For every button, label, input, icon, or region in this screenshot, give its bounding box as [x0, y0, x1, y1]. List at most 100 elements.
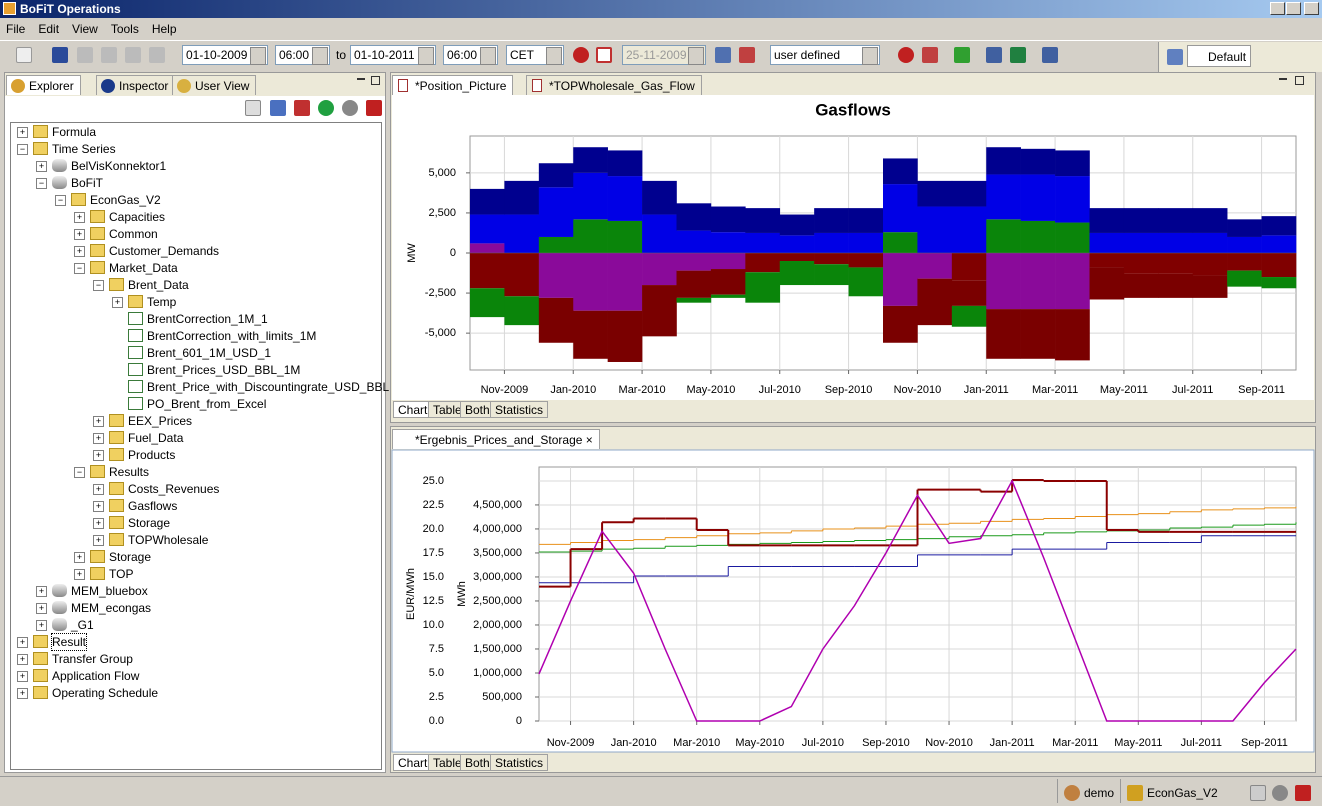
- tree-expander[interactable]: −: [36, 178, 47, 189]
- tool-icon[interactable]: [922, 47, 938, 63]
- tree-expander[interactable]: +: [74, 246, 85, 257]
- menu-item[interactable]: Edit: [38, 22, 60, 36]
- tool-icon[interactable]: [1042, 47, 1058, 63]
- view-switch-tab[interactable]: Both: [460, 401, 495, 418]
- view-tool[interactable]: [318, 100, 334, 116]
- tree-expander[interactable]: +: [93, 416, 104, 427]
- maximize-view[interactable]: [1295, 76, 1304, 85]
- tree-expander[interactable]: +: [112, 297, 123, 308]
- tree-item[interactable]: Costs_Revenues: [128, 482, 220, 496]
- minimize-button[interactable]: [1270, 2, 1285, 15]
- tree-item[interactable]: Brent_Price_with_Discountingrate_USD_BBL: [147, 380, 390, 394]
- dropdown-button[interactable]: [418, 47, 434, 65]
- tree-expander[interactable]: −: [17, 144, 28, 155]
- csv-icon[interactable]: [986, 47, 1002, 63]
- view-switch-tab[interactable]: Statistics: [490, 754, 549, 771]
- tool-icon[interactable]: [715, 47, 731, 63]
- dropdown-button[interactable]: [250, 47, 266, 65]
- editor-tab[interactable]: *TOPWholesale_Gas_Flow: [526, 75, 702, 95]
- tree-item[interactable]: TOPWholesale: [128, 533, 209, 547]
- maximize-view[interactable]: [371, 76, 380, 85]
- tree-item[interactable]: Brent_Prices_USD_BBL_1M: [147, 363, 301, 377]
- cut-icon[interactable]: [77, 47, 93, 63]
- tree-expander[interactable]: +: [93, 433, 104, 444]
- paste-icon[interactable]: [125, 47, 141, 63]
- maximize-button[interactable]: [1286, 2, 1301, 15]
- to-date[interactable]: 01-10-2011: [350, 45, 436, 65]
- tool-icon[interactable]: [898, 47, 914, 63]
- mode-select[interactable]: user defined: [770, 45, 880, 65]
- tree-item[interactable]: Customer_Demands: [109, 244, 220, 258]
- tree-expander[interactable]: −: [74, 467, 85, 478]
- view-tool[interactable]: [294, 100, 310, 116]
- view-tool[interactable]: [366, 100, 382, 116]
- tree-expander[interactable]: +: [36, 586, 47, 597]
- view-tool[interactable]: [270, 100, 286, 116]
- view-switch-tab[interactable]: Both: [460, 754, 495, 771]
- tree-item[interactable]: Formula: [52, 125, 97, 139]
- tool-icon[interactable]: [739, 47, 755, 63]
- dropdown-button[interactable]: [862, 47, 878, 65]
- perspective-icon[interactable]: [1167, 49, 1183, 65]
- tree-expander[interactable]: +: [17, 688, 28, 699]
- tool-icon[interactable]: [954, 47, 970, 63]
- tree-item[interactable]: Temp: [147, 295, 177, 309]
- dropdown-button[interactable]: [688, 47, 704, 65]
- view-tab[interactable]: Explorer: [6, 75, 81, 95]
- tree-expander[interactable]: +: [17, 671, 28, 682]
- tree-expander[interactable]: +: [17, 654, 28, 665]
- tree-expander[interactable]: +: [74, 212, 85, 223]
- status-tool[interactable]: [1272, 785, 1288, 801]
- tree-item[interactable]: MEM_econgas: [71, 601, 152, 615]
- save-icon[interactable]: [52, 47, 68, 63]
- tree-item[interactable]: BrentCorrection_with_limits_1M: [147, 329, 317, 343]
- to-time[interactable]: 06:00: [443, 45, 498, 65]
- view-tab[interactable]: Inspector: [96, 75, 176, 95]
- editor-tab[interactable]: *Position_Picture: [392, 75, 514, 95]
- copy-icon[interactable]: [101, 47, 117, 63]
- from-time[interactable]: 06:00: [275, 45, 330, 65]
- view-switch-tab[interactable]: Statistics: [490, 401, 549, 418]
- tree-item[interactable]: Storage: [109, 550, 152, 564]
- tree-item[interactable]: Storage: [128, 516, 171, 530]
- tree-item[interactable]: BrentCorrection_1M_1: [147, 312, 268, 326]
- tree-expander[interactable]: −: [93, 280, 104, 291]
- tree-item[interactable]: Operating Schedule: [52, 686, 159, 700]
- tree-item[interactable]: Products: [128, 448, 176, 462]
- tree-expander[interactable]: +: [74, 569, 85, 580]
- tree-item[interactable]: Time Series: [52, 142, 116, 156]
- tree-expander[interactable]: +: [36, 620, 47, 631]
- minimize-view[interactable]: [357, 78, 365, 80]
- menu-item[interactable]: File: [6, 22, 26, 36]
- tree-expander[interactable]: +: [36, 603, 47, 614]
- calendar-icon[interactable]: [596, 47, 612, 63]
- editor-tab[interactable]: *Ergebnis_Prices_and_Storage ×: [392, 429, 600, 449]
- tree-item[interactable]: Gasflows: [128, 499, 178, 513]
- delete-icon[interactable]: [149, 47, 165, 63]
- view-tool[interactable]: [245, 100, 261, 116]
- tree-expander[interactable]: +: [36, 161, 47, 172]
- close-button[interactable]: [1304, 2, 1319, 15]
- tree-item[interactable]: Brent_Data: [128, 278, 189, 292]
- spinner[interactable]: [312, 47, 328, 65]
- dropdown-button[interactable]: [546, 47, 562, 65]
- tree-item[interactable]: EEX_Prices: [128, 414, 193, 428]
- tree-item[interactable]: BoFiT: [71, 176, 104, 190]
- view-switch-tab[interactable]: Table: [428, 401, 467, 418]
- view-tab[interactable]: User View: [172, 75, 257, 95]
- tree-expander[interactable]: +: [17, 637, 28, 648]
- minimize-view[interactable]: [1279, 78, 1287, 80]
- tree-item[interactable]: Fuel_Data: [128, 431, 184, 445]
- tree-expander[interactable]: +: [17, 127, 28, 138]
- tree-item[interactable]: PO_Brent_from_Excel: [147, 397, 267, 411]
- status-tool[interactable]: [1250, 785, 1266, 801]
- from-date[interactable]: 01-10-2009: [182, 45, 268, 65]
- tree-item[interactable]: Result: [50, 633, 88, 651]
- excel-icon[interactable]: [1010, 47, 1026, 63]
- tree-expander[interactable]: +: [93, 450, 104, 461]
- new-icon[interactable]: [16, 47, 32, 63]
- tree-expander[interactable]: +: [93, 501, 104, 512]
- tree-expander[interactable]: +: [74, 552, 85, 563]
- tree-item[interactable]: Market_Data: [109, 261, 178, 275]
- menu-item[interactable]: Tools: [110, 22, 139, 36]
